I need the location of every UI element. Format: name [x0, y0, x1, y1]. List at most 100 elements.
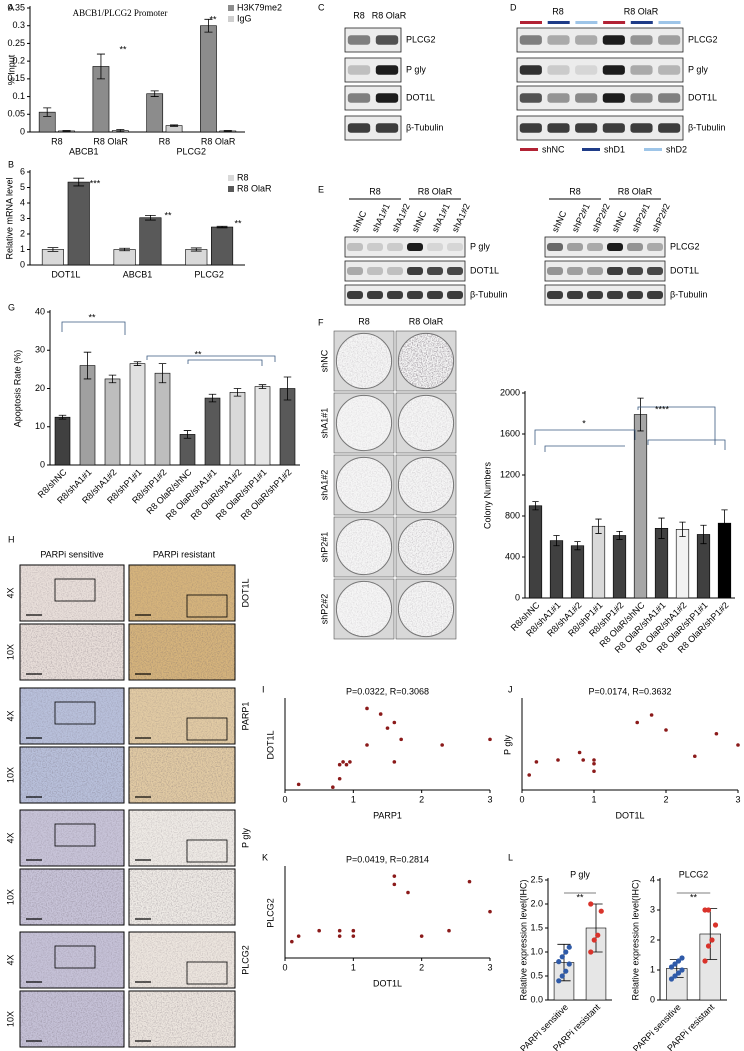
bar	[633, 414, 648, 599]
significance: **	[576, 892, 584, 902]
ihc-texture	[20, 747, 124, 803]
y-tick-label: 0.0	[530, 994, 543, 1004]
error-bar	[532, 501, 539, 511]
y-tick-label: 2.5	[530, 874, 543, 884]
inset-box	[54, 578, 96, 602]
x-tick-label: DOT1L	[51, 269, 80, 279]
point	[664, 728, 668, 732]
marker-label: P gly	[240, 828, 250, 848]
blot-band	[547, 291, 563, 299]
blot-band	[547, 123, 570, 133]
blot-band	[407, 291, 423, 299]
x-tick-label: 0	[519, 794, 524, 804]
magnification-label: 4X	[5, 954, 15, 965]
bar	[179, 434, 196, 466]
error-bar	[204, 18, 213, 33]
point	[447, 928, 451, 933]
y-tick-label: 0.2	[12, 56, 25, 66]
inset-box	[186, 594, 228, 618]
ihc-texture	[129, 810, 235, 866]
blot-label: β-Tubulin	[470, 289, 507, 299]
y-axis-label: % Input	[6, 54, 16, 85]
legend-label: shD1	[604, 144, 625, 154]
y-axis-label: Relative mRNA level	[4, 177, 14, 259]
blot-label: DOT1L	[670, 265, 699, 275]
ihc-texture	[129, 624, 235, 680]
y-tick-label: 0	[650, 994, 655, 1004]
panel-letter: L	[508, 852, 513, 862]
chart-title: P gly	[570, 869, 590, 879]
blot-band	[547, 93, 570, 103]
chart-title: P=0.0419, R=0.2814	[346, 854, 429, 864]
y-axis-label: DOT1L	[265, 730, 275, 759]
lane-color	[520, 21, 542, 24]
point	[591, 937, 597, 943]
y-tick-label: 20	[35, 383, 45, 393]
blot-strip	[344, 284, 466, 306]
ihc-texture	[129, 565, 235, 621]
point	[705, 943, 712, 949]
blot-band	[519, 123, 542, 133]
marker-label: PARP1	[240, 702, 250, 731]
inset-box	[186, 717, 228, 741]
error-bar	[62, 130, 71, 132]
point	[337, 934, 342, 938]
colonies	[336, 581, 392, 637]
lane-label: shA1#2	[390, 202, 412, 234]
bar	[67, 181, 90, 266]
y-tick-label: 6	[20, 166, 25, 176]
y-axis-label: PLCG2	[265, 898, 275, 928]
ihc-texture	[20, 991, 124, 1047]
error-bar	[183, 430, 192, 439]
blot-band	[658, 123, 681, 133]
inset-box	[54, 945, 96, 969]
error-bar	[96, 53, 105, 80]
lane-label: shNC	[550, 209, 569, 234]
error-bar	[170, 124, 179, 127]
bar	[204, 397, 221, 466]
point	[392, 874, 397, 878]
blot-band	[447, 267, 463, 275]
point	[341, 760, 345, 764]
blot-band	[627, 267, 643, 275]
y-tick-label: 0.5	[530, 970, 543, 980]
bar	[139, 217, 162, 266]
bar	[104, 378, 121, 466]
bar	[154, 372, 171, 466]
x-tick-label: 1	[591, 794, 596, 804]
y-tick-label: 800	[505, 510, 520, 520]
panel-letter: H	[8, 534, 15, 544]
blot-band	[630, 93, 653, 103]
blot-band	[567, 243, 583, 251]
x-tick-label: R8	[51, 136, 63, 146]
error-bar	[258, 384, 267, 389]
point	[290, 939, 294, 944]
y-tick-label: 1	[20, 244, 25, 254]
blot-label: DOT1L	[406, 92, 435, 102]
blot-band	[607, 291, 623, 299]
blot-band	[367, 243, 383, 251]
blot-band	[658, 35, 681, 45]
point	[649, 713, 654, 717]
blot-label: β-Tubulin	[688, 122, 725, 132]
panel-letter: C	[318, 2, 325, 12]
y-tick-label: 2.0	[530, 898, 543, 908]
point	[378, 712, 383, 716]
x-tick-label: 1	[351, 794, 356, 804]
point	[392, 882, 397, 887]
blot-band	[427, 243, 443, 251]
point	[705, 907, 712, 913]
error-bar	[47, 247, 59, 252]
point	[337, 762, 342, 767]
colonies	[398, 333, 454, 389]
y-axis-label: Relative expression level(IHC)	[630, 879, 640, 1000]
point	[385, 726, 390, 730]
blot-band	[375, 65, 399, 75]
point	[392, 760, 397, 764]
blot-band	[587, 243, 603, 251]
lane-label: shA1#2	[450, 202, 472, 234]
lane-label: shP2#2	[650, 202, 672, 234]
blot-band	[575, 93, 598, 103]
error-bar	[133, 361, 142, 366]
blot-band	[427, 291, 443, 299]
